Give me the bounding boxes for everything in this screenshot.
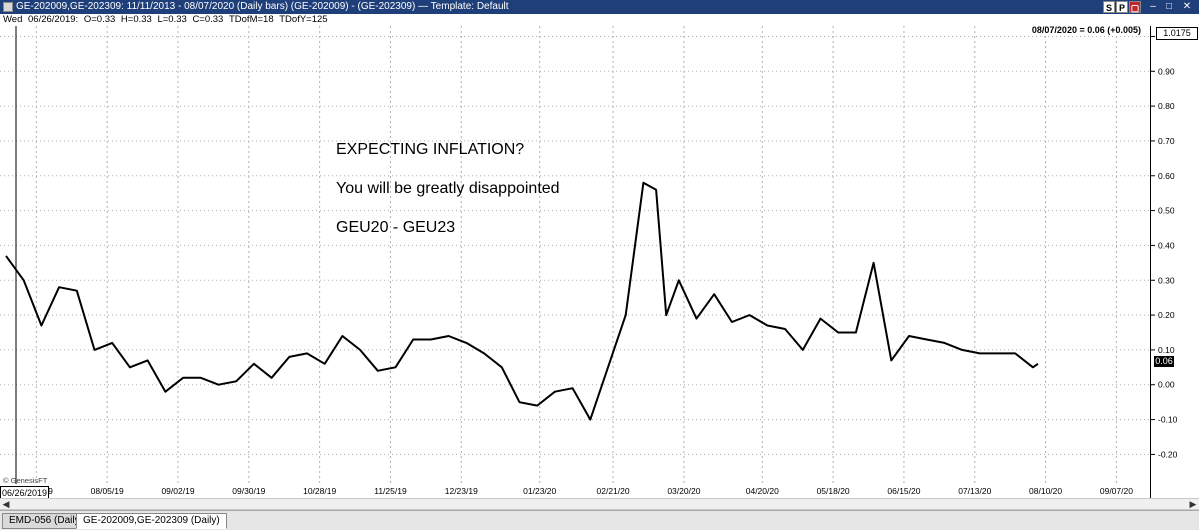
restore-icon[interactable]: ▢ [1129, 1, 1141, 13]
y-axis-ticks: 1.000.900.800.700.600.500.400.300.200.10… [1151, 31, 1178, 459]
x-tick-label: 10/28/19 [303, 486, 336, 496]
bar-date: 06/26/2019: [28, 14, 79, 25]
x-tick-label: 07/13/20 [958, 486, 991, 496]
p-button[interactable]: P [1116, 1, 1128, 13]
x-tick-label: 04/20/20 [746, 486, 779, 496]
x-tick-label: 08/10/20 [1029, 486, 1062, 496]
x-tick-label: 11/25/19 [374, 486, 407, 496]
bar-tdofy: TDofY=125 [279, 14, 328, 25]
price-axis[interactable]: 1.000.900.800.700.600.500.400.300.200.10… [1150, 26, 1199, 498]
bar-tdofm: TDofM=18 [228, 14, 274, 25]
s-button[interactable]: S [1103, 1, 1115, 13]
y-tick-label: 0.20 [1158, 310, 1175, 320]
y-tick-label: 0.30 [1158, 275, 1175, 285]
y-tick-label: 0.70 [1158, 136, 1175, 146]
y-tick-label: 0.40 [1158, 240, 1175, 250]
title-bar: GE-202009,GE-202309: 11/11/2013 - 08/07/… [0, 0, 1199, 14]
title-buttons: S P ▢ [1103, 1, 1141, 13]
y-tick-label: 0.90 [1158, 66, 1175, 76]
watermark: © GenesisFT [3, 476, 48, 485]
minimize-icon[interactable]: – [1150, 1, 1156, 12]
bar-low: L=0.33 [157, 14, 187, 25]
last-value-tag: 0.06 [1154, 356, 1174, 367]
y-tick-label: 0.80 [1158, 101, 1175, 111]
window-title: GE-202009,GE-202309: 11/11/2013 - 08/07/… [16, 1, 509, 12]
scroll-left-icon[interactable]: ◀ [2, 499, 10, 509]
x-tick-label: 01/23/20 [523, 486, 556, 496]
tab-ge-spread[interactable]: GE-202009,GE-202309 (Daily) [76, 513, 227, 529]
x-tick-label: 03/20/20 [667, 486, 700, 496]
x-tick-label: 09/07/20 [1100, 486, 1133, 496]
close-icon[interactable]: ✕ [1182, 1, 1192, 12]
maximize-icon[interactable]: □ [1165, 1, 1173, 12]
x-tick-label: 09/02/19 [161, 486, 194, 496]
annotation-headline: EXPECTING INFLATION? [336, 141, 525, 158]
x-tick-label: 09/30/19 [232, 486, 265, 496]
date-axis[interactable]: 07/08/1908/05/1909/02/1909/30/1910/28/19… [0, 484, 1150, 498]
y-tick-label: 0.10 [1158, 345, 1175, 355]
bar-high: H=0.33 [120, 14, 152, 25]
bar-day: Wed [3, 14, 23, 25]
bar-close: C=0.33 [192, 14, 224, 25]
app-icon [3, 2, 13, 12]
y-tick-label: -0.20 [1158, 449, 1178, 459]
bar-info: Wed 06/26/2019: O=0.33 H=0.33 L=0.33 C=0… [0, 14, 328, 26]
horizontal-scrollbar[interactable]: ◀ ▶ [0, 498, 1199, 510]
x-tick-label: 05/18/20 [817, 486, 850, 496]
x-tick-label: 08/05/19 [91, 486, 124, 496]
annotation-spread: GEU20 - GEU23 [336, 219, 456, 236]
y-tick-label: 0.00 [1158, 380, 1175, 390]
scale-box[interactable]: 1.0175 [1156, 27, 1198, 40]
x-tick-label: 12/23/19 [445, 486, 478, 496]
scroll-right-icon[interactable]: ▶ [1189, 499, 1197, 509]
annotation-subline: You will be greatly disappointed [336, 180, 560, 197]
bar-open: O=0.33 [83, 14, 116, 25]
price-chart[interactable] [0, 26, 1150, 484]
y-tick-label: -0.10 [1158, 415, 1178, 425]
x-tick-label: 02/21/20 [597, 486, 630, 496]
value-readout: 08/07/2020 = 0.06 (+0.005) [1031, 25, 1141, 35]
y-tick-label: 0.50 [1158, 206, 1175, 216]
x-tick-label: 06/15/20 [887, 486, 920, 496]
chart-tabs: EMD-056 (Daily) GE-202009,GE-202309 (Dai… [0, 510, 1199, 530]
series-line [5, 181, 1039, 421]
y-tick-label: 0.60 [1158, 171, 1175, 181]
